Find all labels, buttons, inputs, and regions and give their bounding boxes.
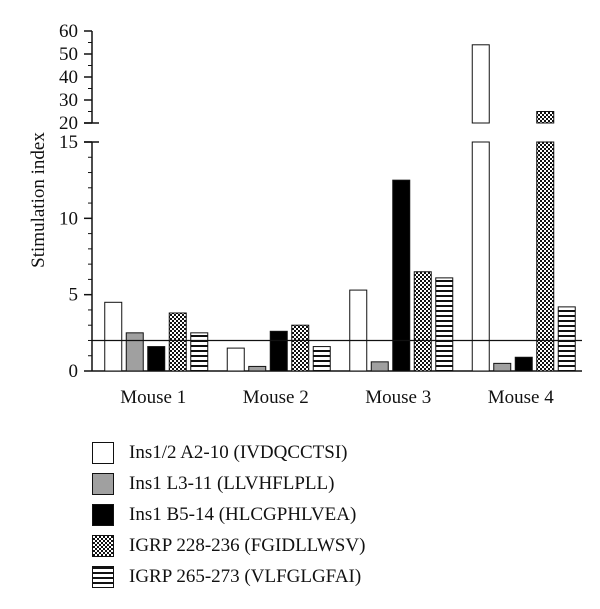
bar	[168, 312, 187, 372]
legend-item: Ins1 B5-14 (HLCGPHLVEA)	[92, 502, 365, 527]
legend-swatch	[92, 441, 114, 464]
bar-upper-segment	[471, 44, 490, 124]
y-tick-label: 5	[69, 285, 79, 306]
bar-upper-segment	[536, 111, 555, 124]
x-category-label: Mouse 1	[120, 387, 186, 408]
y-tick-label: 15	[59, 132, 78, 153]
bar	[291, 324, 310, 372]
bar	[147, 346, 166, 372]
bar	[471, 141, 490, 372]
y-tick-label: 20	[59, 113, 78, 134]
y-tick-label: 50	[59, 44, 78, 65]
bar	[536, 141, 555, 372]
legend-label: Ins1 L3-11 (LLVHFLPLL)	[129, 472, 335, 494]
legend-label: IGRP 265-273 (VLFGLGFAI)	[129, 565, 362, 587]
x-category-label: Mouse 3	[365, 387, 431, 408]
bar	[493, 362, 512, 372]
bar	[226, 347, 245, 372]
legend-item: Ins1 L3-11 (LLVHFLPLL)	[92, 471, 365, 496]
bar	[557, 306, 576, 372]
bar	[269, 330, 288, 372]
y-tick-label: 10	[59, 208, 78, 229]
y-tick-label: 30	[59, 90, 78, 111]
legend-swatch	[92, 534, 114, 557]
x-category-label: Mouse 2	[243, 387, 309, 408]
bar	[514, 356, 533, 372]
bar	[190, 332, 209, 372]
y-tick-label: 40	[59, 67, 78, 88]
legend-item: IGRP 265-273 (VLFGLGFAI)	[92, 564, 365, 589]
legend-swatch	[92, 565, 114, 588]
legend-item: Ins1/2 A2-10 (IVDQCCTSI)	[92, 440, 365, 465]
legend-swatch	[92, 503, 114, 526]
bar	[392, 179, 411, 372]
bar	[370, 361, 389, 372]
legend-item: IGRP 228-236 (FGIDLLWSV)	[92, 533, 365, 558]
bar	[125, 332, 144, 372]
legend: Ins1/2 A2-10 (IVDQCCTSI) Ins1 L3-11 (LLVH…	[92, 440, 365, 595]
bar	[435, 277, 454, 372]
bar	[312, 346, 331, 372]
y-tick-label: 60	[59, 21, 78, 42]
y-tick-label: 0	[69, 361, 79, 382]
legend-label: Ins1 B5-14 (HLCGPHLVEA)	[129, 503, 357, 525]
legend-label: Ins1/2 A2-10 (IVDQCCTSI)	[129, 441, 348, 463]
x-category-label: Mouse 4	[488, 387, 554, 408]
legend-label: IGRP 228-236 (FGIDLLWSV)	[129, 534, 366, 556]
bar	[104, 301, 123, 372]
legend-swatch	[92, 472, 114, 495]
y-axis-title: Stimulation index	[28, 132, 49, 268]
bar	[413, 271, 432, 372]
bar	[248, 365, 267, 372]
bar	[349, 289, 368, 372]
